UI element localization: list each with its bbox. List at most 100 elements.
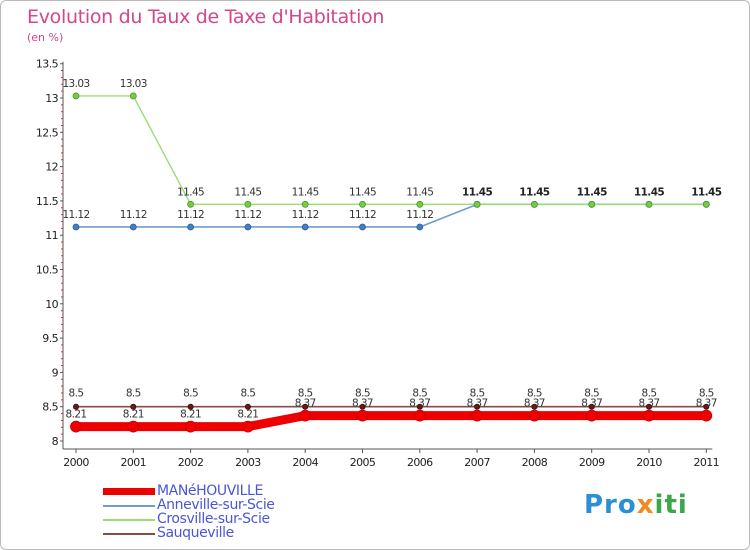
y-tick-label: 11 (45, 229, 58, 242)
data-label: 8.21 (237, 409, 258, 421)
data-point (413, 409, 426, 422)
data-label: 8.5 (412, 388, 427, 400)
data-point (356, 409, 369, 422)
y-tick-label: 8 (52, 435, 59, 448)
data-point (702, 200, 710, 208)
data-point (585, 409, 598, 422)
data-point (187, 200, 195, 208)
x-tick-label: 2002 (178, 456, 204, 469)
data-label: 8.37 (696, 398, 717, 410)
data-point (187, 403, 194, 410)
data-point (643, 409, 655, 422)
y-tick-label: 10.5 (36, 264, 59, 277)
data-point (129, 223, 137, 231)
data-point (588, 200, 596, 208)
series-line-anneville-sur-scie (75, 203, 708, 228)
data-label: 8.5 (470, 388, 485, 400)
data-point (700, 409, 713, 422)
x-tick-label: 2000 (63, 456, 89, 469)
chart-axes: 8 8.5 9 9.5 10 10.5 11 11.5 12 12.5 13 13.5 2000 2001… (36, 58, 720, 469)
data-point (72, 92, 80, 100)
data-label: 11.12 (406, 209, 433, 221)
data-point (646, 403, 653, 410)
data-point (241, 420, 254, 433)
data-point (416, 200, 424, 208)
proxiti-logo: Proxiti (584, 490, 688, 520)
data-label: 8.5 (298, 388, 313, 400)
chart-unit-label: (en %) (27, 31, 64, 44)
data-label: 8.5 (642, 388, 657, 400)
y-tick-label: 10 (45, 298, 58, 311)
logo-text-part1: Pro (584, 490, 637, 520)
data-point (129, 92, 137, 100)
data-label: 11.45 (234, 186, 261, 198)
x-tick-label: 2011 (693, 456, 719, 469)
legend-swatch-anneville (103, 505, 155, 507)
legend-label-manehouville: MANéHOUVILLE (157, 483, 263, 499)
data-label: 13.03 (62, 78, 89, 90)
data-label: 11.45 (577, 186, 608, 198)
data-point (645, 200, 653, 208)
data-point (70, 420, 82, 433)
data-label: 11.12 (62, 209, 89, 221)
data-point (244, 200, 252, 208)
data-point (531, 200, 538, 208)
data-label: 8.5 (126, 388, 141, 400)
logo-text-part2: x (636, 490, 655, 520)
data-label: 11.45 (634, 186, 665, 198)
y-tick-label: 8.5 (42, 401, 58, 414)
series-line-crosville-sur-scie (75, 95, 707, 206)
y-tick-label: 12.5 (36, 126, 59, 139)
data-label: 11.12 (234, 209, 261, 221)
x-tick-label: 2004 (292, 456, 318, 469)
data-label: 8.5 (584, 388, 599, 400)
data-point (588, 403, 595, 410)
data-point (359, 200, 366, 208)
x-tick-label: 2006 (407, 456, 433, 469)
logo-text-part3: iti (654, 490, 688, 520)
data-point (301, 223, 309, 231)
data-label: 11.45 (691, 186, 722, 198)
data-label: 11.12 (349, 209, 376, 221)
series-line-man-houville (71, 411, 711, 432)
data-point (244, 403, 251, 410)
legend-swatch-crosville (103, 519, 155, 521)
data-point (72, 223, 80, 231)
data-label: 11.45 (519, 186, 550, 198)
data-label: 8.37 (639, 398, 660, 410)
legend-swatch-manehouville (103, 488, 155, 495)
chart-data-labels: 8.21 8.21 8.21 8.21 8.37 8.37 8.37 8.37 8.37 8.37… (62, 78, 722, 421)
data-label: 8.21 (123, 409, 144, 421)
data-point (184, 420, 197, 433)
x-tick-label: 2003 (235, 456, 261, 469)
y-tick-label: 13.5 (36, 58, 59, 71)
data-label: 8.5 (527, 388, 542, 400)
data-label: 11.45 (406, 186, 433, 198)
data-point (471, 409, 484, 422)
chart-title: Evolution du Taux de Taxe d'Habitation (27, 6, 385, 28)
legend-swatch-sauqueville (103, 533, 155, 535)
data-label: 8.37 (409, 398, 430, 410)
data-label: 8.5 (355, 388, 370, 400)
y-tick-label: 12 (45, 161, 58, 174)
x-tick-label: 2010 (636, 456, 662, 469)
data-label: 11.45 (349, 186, 376, 198)
y-tick-label: 9.5 (42, 332, 58, 345)
data-label: 11.45 (177, 186, 204, 198)
data-point (474, 403, 481, 410)
data-label: 8.5 (69, 388, 84, 400)
data-label: 11.12 (120, 209, 147, 221)
data-point (130, 403, 137, 410)
data-point (416, 403, 423, 410)
data-label: 11.12 (177, 209, 204, 221)
data-point (244, 223, 252, 231)
y-tick-label: 13 (45, 92, 58, 105)
chart-series (70, 92, 713, 433)
data-label: 11.12 (292, 209, 319, 221)
data-label: 8.5 (240, 388, 255, 400)
x-tick-label: 2008 (522, 456, 548, 469)
data-label: 11.45 (462, 186, 493, 198)
data-point (302, 403, 309, 410)
data-point (416, 223, 424, 231)
